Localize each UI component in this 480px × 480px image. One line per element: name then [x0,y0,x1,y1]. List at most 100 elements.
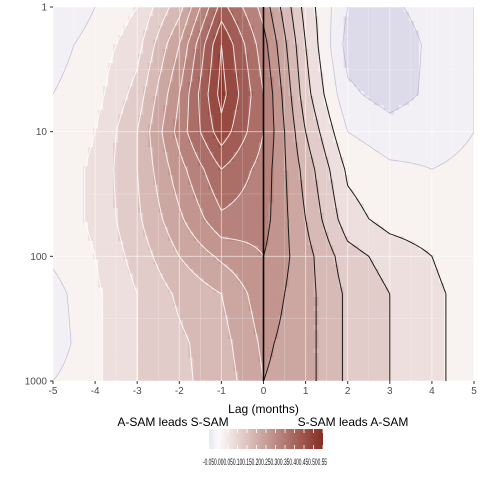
heatmap-cell [358,179,365,186]
heatmap-cell [133,362,139,368]
heatmap-cell [53,324,59,331]
heatmap-cell [268,315,275,321]
heatmap-cell [63,348,69,354]
heatmap-cell [263,67,270,74]
heatmap-cell [183,292,189,298]
heatmap-cell [123,133,129,139]
heatmap-cell [323,35,330,41]
heatmap-cell [213,320,219,326]
heatmap-cell [358,86,365,92]
heatmap-cell [73,35,79,41]
heatmap-cell [263,254,270,261]
heatmap-cell [78,236,84,242]
heatmap-cell [358,343,365,349]
heatmap-cell [158,301,164,307]
heatmap-cell [153,151,159,158]
heatmap-cell [343,151,350,158]
heatmap-cell [298,147,305,153]
heatmap-cell [223,189,230,195]
heatmap-cell [358,67,365,74]
heatmap-cell [208,133,214,139]
heatmap-cell [178,240,184,247]
heatmap-cell [318,245,325,251]
heatmap-cell [208,35,214,41]
heatmap-cell [208,282,214,289]
heatmap-cell [208,264,214,270]
heatmap-cell [338,208,345,214]
heatmap-cell [248,324,255,331]
heatmap-cell [213,334,219,340]
heatmap-cell [168,366,174,373]
heatmap-cell [88,278,94,284]
heatmap-cell [213,259,219,265]
heatmap-cell [238,39,245,45]
heatmap-cell [158,114,164,120]
heatmap-cell [88,357,94,363]
heatmap-cell [113,338,119,345]
heatmap-cell [108,306,114,312]
heatmap-cell [318,105,325,111]
heatmap-cell [98,91,104,97]
heatmap-cell [103,324,109,331]
heatmap-cell [138,100,144,106]
heatmap-cell [253,334,260,340]
heatmap-cell [303,105,310,111]
heatmap-cell [78,151,84,158]
heatmap-cell [98,25,104,31]
heatmap-cell [183,226,189,232]
heatmap-cell [283,208,290,214]
heatmap-cell [328,86,335,92]
heatmap-cell [318,194,325,200]
heatmap-cell [63,119,69,125]
heatmap-cell [168,165,174,172]
heatmap-cell [78,362,84,368]
heatmap-cell [238,35,245,41]
heatmap-cell [108,151,114,158]
heatmap-cell [78,39,84,45]
heatmap-cell [173,250,179,256]
heatmap-cell [63,58,69,64]
heatmap-cell [338,292,345,298]
heatmap-cell [248,296,255,303]
heatmap-cell [53,343,59,349]
heatmap-cell [308,198,315,204]
heatmap-cell [103,245,109,251]
heatmap-cell [298,250,305,256]
heatmap-cell [133,343,139,349]
heatmap-cell [118,273,124,279]
heatmap-cell [83,301,89,307]
heatmap-cell [353,343,360,349]
heatmap-cell [238,334,245,340]
heatmap-cell [123,203,129,209]
heatmap-cell [298,231,305,237]
heatmap-cell [333,343,340,349]
heatmap-cell [133,236,139,242]
heatmap-cell [233,212,240,218]
heatmap-cell [213,16,219,22]
heatmap-cell [268,357,275,363]
heatmap-cell [228,250,235,256]
heatmap-cell [108,357,114,363]
heatmap-cell [228,287,235,293]
heatmap-cell [98,292,104,298]
heatmap-cell [63,366,69,373]
heatmap-cell [353,338,360,345]
heatmap-cell [83,170,89,176]
heatmap-cell [168,250,174,256]
heatmap-cell [88,250,94,256]
heatmap-cell [203,7,209,13]
heatmap-cell [208,226,214,232]
heatmap-cell [313,147,320,153]
heatmap-cell [178,338,184,345]
heatmap-cell [168,264,174,270]
heatmap-cell [68,16,74,22]
heatmap-cell [238,21,245,27]
heatmap-cell [103,338,109,345]
heatmap-cell [113,67,119,74]
heatmap-cell [208,44,214,50]
heatmap-cell [163,53,169,60]
heatmap-cell [318,320,325,326]
heatmap-cell [103,306,109,312]
heatmap-cell [258,287,265,293]
heatmap-cell [268,329,275,335]
